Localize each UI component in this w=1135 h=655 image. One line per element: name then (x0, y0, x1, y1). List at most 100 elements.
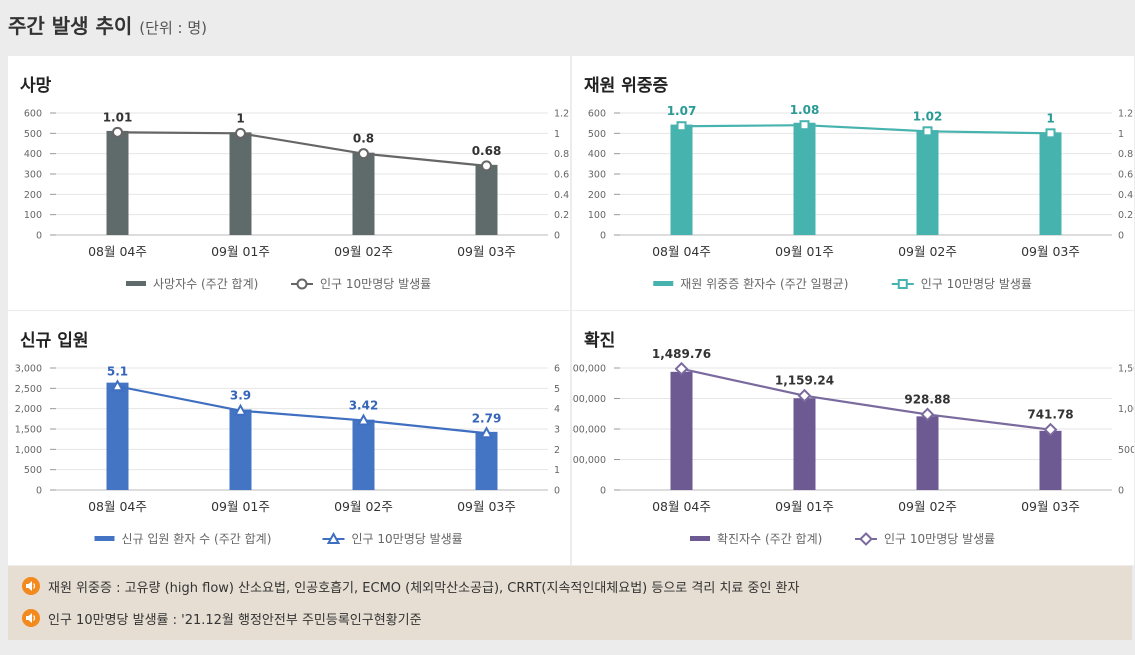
legend-bar-label: 확진자수 (주간 합계) (717, 532, 822, 546)
speaker-icon (22, 609, 40, 627)
y-tick-label-left: 300 (588, 170, 606, 181)
legend-line-label: 인구 10만명당 발생률 (352, 532, 463, 546)
panel-title-death: 사망 (20, 76, 52, 96)
y-tick-label-left: 0 (600, 231, 606, 242)
y-tick-label-left: 600,000 (572, 394, 606, 405)
y-tick-label-right: 3 (554, 425, 560, 436)
line-point (233, 403, 248, 416)
y-tick-label-right: 5 (554, 384, 560, 395)
notes-box: 재원 위중증 : 고유량 (high flow) 산소요법, 인공호흡기, EC… (8, 566, 1132, 640)
data-label: 741.78 (1027, 408, 1073, 422)
y-tick-label-right: 0.8 (554, 149, 569, 160)
panel-title-severe: 재원 위중증 (584, 76, 669, 96)
data-label: 1.01 (103, 110, 133, 124)
y-tick-label-left: 200,000 (572, 455, 606, 466)
bar (352, 419, 375, 490)
bar (793, 398, 816, 490)
legend: 신규 입원 환자 수 (주간 합계) 인구 10만명당 발생률 (94, 531, 463, 546)
page-title: 주간 발생 추이 (단위 : 명) (8, 10, 207, 39)
y-tick-label-right: 1.2 (554, 109, 569, 120)
chart-death: 0 100 200 300 400 500 600 0 0.2 0.4 0.6 0.8 1 1.2 08월 … (24, 109, 569, 292)
y-tick-label-left: 200 (588, 190, 606, 201)
data-label: 0.8 (353, 132, 374, 146)
bar (106, 382, 129, 490)
x-tick-label: 09월 03주 (457, 499, 516, 514)
y-tick-label-right: 0.6 (554, 170, 569, 181)
bar (916, 416, 939, 490)
y-tick-label-left: 1,000 (15, 445, 42, 456)
data-label: 1,489.76 (652, 347, 711, 361)
line-point (235, 127, 246, 139)
y-tick-label-right: 1,000 (1118, 404, 1134, 415)
y-tick-label-left: 400 (588, 149, 606, 160)
chart-panel-severe: 재원 위중증 0 100 200 300 400 500 600 0 0.2 0.4 0.6 0.8 1… (572, 56, 1134, 310)
y-tick-label-left: 3,000 (15, 364, 42, 375)
chart-panel-confirmed: 확진 0 200,000 400,000 600,000 800,000 0 500 1,00… (572, 311, 1134, 565)
bar (916, 130, 939, 235)
y-tick-label-left: 0 (600, 486, 606, 497)
line-point (674, 361, 689, 376)
line-point (296, 278, 308, 290)
legend-bar-swatch (94, 536, 115, 541)
data-label: 0.68 (472, 144, 502, 158)
speaker-icon (22, 577, 40, 595)
bar (106, 130, 129, 235)
line-point (920, 407, 935, 422)
line-point (676, 121, 687, 132)
y-tick-label-left: 2,500 (15, 384, 42, 395)
y-tick-label-left: 1,500 (15, 425, 42, 436)
x-tick-label: 08월 04주 (88, 244, 147, 259)
line-point (110, 379, 125, 392)
line-point (799, 120, 810, 131)
line-point (1043, 422, 1058, 437)
bar (229, 132, 252, 235)
bar (670, 371, 693, 490)
bar (1039, 132, 1062, 235)
legend-line-label: 인구 10만명당 발생률 (320, 277, 431, 291)
note-row: 인구 10만명당 발생률 : '21.12월 행정안전부 주민등록인구현황기준 (22, 608, 422, 628)
chart-admission: 0 500 1,000 1,500 2,000 2,500 3,000 0 1 2 3 4 5 6 08월 … (15, 364, 560, 547)
y-tick-label-left: 500 (588, 129, 606, 140)
y-tick-label-right: 0.8 (1118, 149, 1133, 160)
y-tick-label-right: 0 (1118, 486, 1124, 497)
line-point (797, 388, 812, 403)
y-tick-label-left: 200 (24, 190, 42, 201)
y-tick-label-left: 800,000 (572, 364, 606, 375)
x-tick-label: 09월 03주 (1021, 499, 1080, 514)
y-tick-label-right: 500 (1118, 445, 1134, 456)
y-tick-label-left: 2,000 (15, 404, 42, 415)
legend: 사망자수 (주간 합계) 인구 10만명당 발생률 (126, 277, 431, 291)
series-line (117, 385, 487, 435)
x-tick-label: 09월 01주 (775, 499, 834, 514)
chart-severe: 0 100 200 300 400 500 600 0 0.2 0.4 0.6 0.8 1 1.2 08월 … (588, 103, 1133, 291)
data-label: 1.08 (790, 103, 820, 117)
y-tick-label-left: 400,000 (572, 425, 606, 436)
y-tick-label-right: 1.2 (1118, 109, 1133, 120)
y-tick-label-left: 400 (24, 149, 42, 160)
series-line (117, 131, 487, 167)
series-line (681, 124, 1051, 135)
page-title-text: 주간 발생 추이 (8, 14, 133, 38)
legend-line-label: 인구 10만명당 발생률 (921, 277, 1032, 291)
y-tick-label-right: 0.2 (554, 210, 569, 221)
x-tick-label: 09월 01주 (211, 499, 270, 514)
y-tick-label-left: 500 (24, 129, 42, 140)
line-point (922, 126, 933, 137)
y-tick-label-right: 0 (554, 486, 560, 497)
legend-line-label: 인구 10만명당 발생률 (884, 532, 995, 546)
x-tick-label: 08월 04주 (88, 499, 147, 514)
line-point (356, 413, 371, 426)
y-tick-label-right: 0.2 (1118, 210, 1133, 221)
y-tick-label-left: 300 (24, 170, 42, 181)
data-label: 1.07 (667, 104, 697, 118)
chart-panel-death: 사망 0 100 200 300 400 500 600 0 0.2 0.4 0.6 0.8 1 1.2 0… (8, 56, 570, 310)
line-point (859, 532, 873, 546)
data-label: 928.88 (904, 392, 950, 406)
y-tick-label-right: 2 (554, 445, 560, 456)
bar (352, 152, 375, 235)
y-tick-label-right: 0.4 (1118, 190, 1133, 201)
y-tick-label-left: 100 (24, 210, 42, 221)
bar (475, 164, 498, 235)
legend-bar-swatch (653, 281, 674, 286)
panel-title-confirmed: 확진 (584, 331, 616, 351)
